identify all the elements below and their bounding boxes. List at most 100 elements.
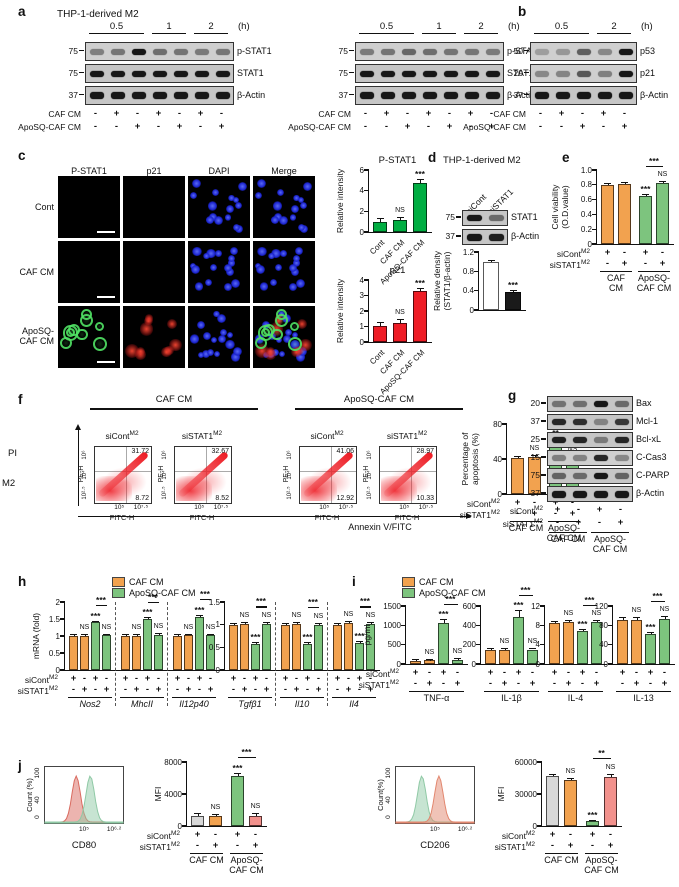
glb: Nos2	[79, 699, 101, 709]
bd	[89, 70, 104, 77]
bar	[132, 636, 141, 670]
pms: +	[234, 829, 241, 840]
pms: -	[555, 517, 560, 528]
div	[289, 214, 297, 221]
ytk: 0	[603, 659, 608, 669]
pms: +	[207, 684, 214, 695]
ec	[551, 620, 558, 622]
pms: +	[155, 108, 162, 119]
div	[260, 282, 269, 291]
div	[274, 263, 282, 271]
bar	[413, 290, 427, 342]
gul	[510, 521, 542, 523]
ew	[237, 773, 239, 777]
ew	[420, 179, 421, 184]
ec	[252, 642, 259, 644]
pms: +	[176, 121, 183, 132]
brl	[199, 599, 211, 601]
sig: NS	[424, 649, 435, 657]
pms: -	[634, 667, 639, 678]
pms: +	[659, 258, 666, 269]
bd	[380, 70, 395, 77]
ytm	[540, 624, 544, 626]
div	[223, 263, 232, 272]
glb: CAF CM	[229, 865, 264, 875]
ytk: 2	[55, 597, 60, 607]
sup: M2	[533, 505, 543, 512]
group-header-aposq: ApoSQ-CAF CM	[343, 394, 415, 405]
brl	[95, 605, 107, 607]
gul	[638, 271, 670, 273]
sig: NS	[153, 623, 164, 631]
ec	[416, 179, 424, 181]
sup: M2	[334, 430, 344, 437]
ec	[661, 616, 668, 618]
pi-axis-label: PI	[8, 448, 17, 459]
pms: -	[253, 829, 258, 840]
div	[191, 264, 201, 274]
bd	[89, 48, 104, 55]
div	[213, 310, 220, 318]
fxl: FITC-H	[394, 513, 420, 522]
sig: NS	[659, 606, 670, 614]
ec	[426, 659, 433, 661]
ew	[233, 623, 235, 625]
ytm	[592, 243, 596, 245]
ec	[633, 617, 640, 619]
tgt: 0.5	[554, 21, 569, 32]
div	[267, 252, 275, 260]
bd	[597, 70, 612, 77]
div	[206, 216, 214, 224]
div	[269, 278, 278, 287]
ew	[136, 634, 138, 636]
div	[257, 246, 267, 257]
pms: -	[538, 108, 543, 119]
m2-row-label: M2	[2, 478, 16, 489]
sig: ***	[360, 596, 370, 607]
sig: ***	[241, 747, 252, 758]
div	[289, 321, 299, 331]
glb: Il12p40	[179, 699, 209, 709]
ec	[440, 619, 447, 621]
sup: M2	[490, 498, 500, 505]
ftt: siSTAT1M2	[181, 430, 223, 441]
ftt: siContM2	[105, 430, 139, 441]
bd	[173, 48, 188, 55]
bd	[443, 70, 458, 77]
tgl	[534, 33, 589, 35]
ew	[147, 617, 149, 619]
bd	[131, 92, 146, 99]
bd	[555, 92, 570, 99]
bd	[576, 70, 591, 77]
sig: NS	[365, 611, 376, 619]
bar	[154, 634, 163, 670]
mtk	[79, 71, 84, 74]
div	[224, 214, 232, 221]
div	[293, 194, 300, 202]
div	[192, 246, 202, 257]
flow-plot-4: siSTAT1M2 28.97 10.33 PE-H 10⁶ 10⁴ 10²·⁵ 10⁵ 10⁷…	[363, 430, 437, 524]
pms: -	[235, 840, 240, 851]
ytm	[474, 251, 478, 253]
bd	[422, 70, 437, 77]
xax	[480, 664, 543, 666]
pms: -	[219, 108, 224, 119]
if-image	[253, 241, 315, 303]
bd	[551, 473, 566, 479]
ytm	[502, 493, 506, 495]
annexin-axis-arrow	[78, 511, 472, 521]
bd	[422, 92, 437, 99]
pms: -	[197, 684, 202, 695]
pms: +	[551, 667, 558, 678]
gul	[230, 853, 263, 855]
pms: +	[241, 684, 248, 695]
div	[257, 178, 267, 189]
bd	[110, 70, 125, 77]
bar	[121, 636, 130, 670]
mk: 37	[68, 89, 78, 100]
bd	[380, 48, 395, 55]
chart-mrna-m2: 0 0.5 1 1.5 NS *** NS NS *** NS NS *** NS *** *** *** + -…	[192, 596, 391, 740]
gul	[190, 853, 223, 855]
yax	[405, 605, 407, 665]
sig: NS	[291, 611, 302, 619]
